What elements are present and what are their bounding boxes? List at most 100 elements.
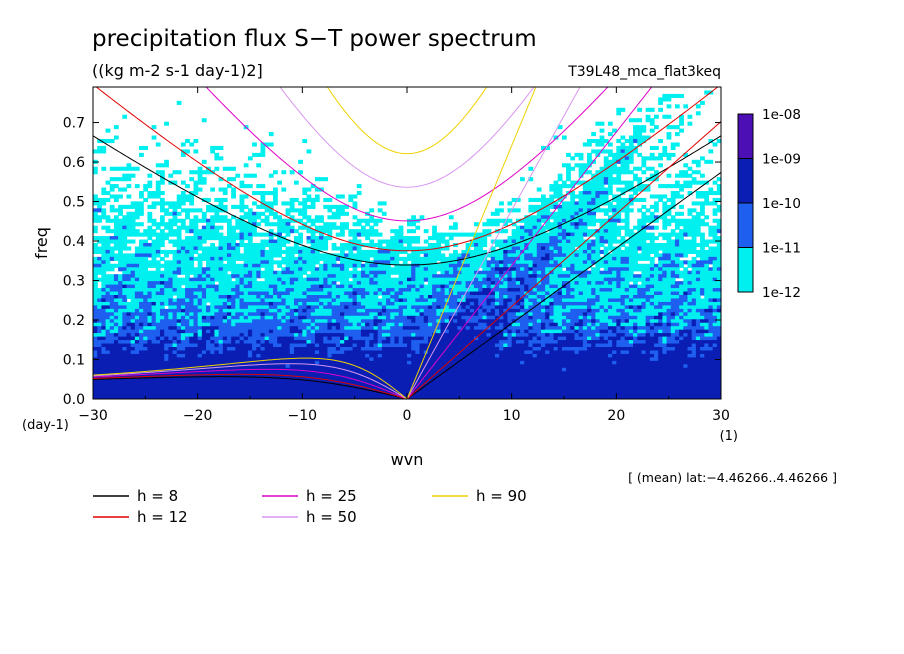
spectrum-cell [201,312,207,317]
spectrum-cell [670,305,676,310]
spectrum-cell [666,104,672,109]
spectrum-cell [587,229,592,234]
spectrum-cell [666,152,672,157]
spectrum-cell [402,249,408,254]
spectrum-cell [469,319,475,324]
spectrum-cell [151,256,157,261]
spectrum-cell [645,298,651,303]
spectrum-cell [331,308,337,313]
spectrum-cell [159,236,165,241]
spectrum-cell [687,191,693,196]
spectrum-cell [691,159,697,164]
spectrum-cell [369,253,375,258]
spectrum-cell [700,208,705,213]
spectrum-cell [352,246,358,251]
spectrum-cell [398,239,404,244]
spectrum-cell [465,253,471,258]
spectrum-cell [360,263,366,268]
spectrum-cell [122,281,128,286]
spectrum-cell [691,319,697,324]
spectrum-cell [591,319,596,324]
spectrum-cell [281,277,287,282]
spectrum-cell [654,218,659,223]
spectrum-cell [528,270,534,275]
spectrum-cell [210,322,216,327]
spectrum-cell [704,308,710,313]
spectrum-cell [335,211,341,216]
spectrum-cell [603,315,609,320]
spectrum-cell [612,166,617,171]
spectrum-cell [356,298,362,303]
spectrum-cell [109,166,115,171]
spectrum-cell [578,263,584,268]
spectrum-cell [97,204,102,209]
spectrum-cell [319,281,324,286]
spectrum-cell [540,225,546,230]
spectrum-cell [465,267,471,272]
spectrum-cell [130,173,136,178]
spectrum-cell [649,284,655,289]
spectrum-cell [134,295,140,300]
spectrum-cell [574,256,580,261]
spectrum-cell [440,301,446,306]
spectrum-cell [582,201,588,206]
spectrum-cell [155,295,161,300]
spectrum-cell [407,295,412,300]
spectrum-cell [628,156,634,161]
spectrum-cell [469,291,475,296]
spectrum-cell [603,225,609,230]
spectrum-cell [612,260,617,265]
spectrum-cell [473,312,479,317]
spectrum-cell [587,291,592,296]
spectrum-cell [574,267,580,272]
spectrum-cell [97,246,102,251]
spectrum-cell [436,253,442,258]
spectrum-cell [494,301,500,306]
spectrum-cell [327,319,333,324]
spectrum-cell [147,246,153,251]
spectrum-cell [411,236,416,241]
spectrum-cell [327,263,333,268]
spectrum-cell [130,298,136,303]
spectrum-cell [189,208,195,213]
spectrum-cell [419,301,425,306]
spectrum-cell [273,191,278,196]
spectrum-cell [695,104,701,109]
spectrum-cell [649,298,655,303]
spectrum-cell [180,152,186,157]
spectrum-cell [624,288,630,293]
spectrum-cell [536,281,542,286]
spectrum-cell [658,156,663,161]
spectrum-cell [130,166,136,171]
spectrum-cell [578,236,584,241]
spectrum-cell [356,308,362,313]
spectrum-cell [323,295,329,300]
spectrum-cell [415,267,421,272]
spectrum-cell [662,277,668,282]
spectrum-cell [716,319,721,324]
spectrum-cell [482,263,488,268]
spectrum-cell [507,267,513,272]
spectrum-cell [683,229,689,234]
spectrum-cell [666,281,672,286]
spectrum-cell [109,229,115,234]
spectrum-cell [553,308,559,313]
spectrum-cell [314,284,320,289]
spectrum-cell [134,166,140,171]
spectrum-cell [348,301,354,306]
spectrum-cell [649,173,655,178]
spectrum-cell [637,243,643,248]
spectrum-cell [293,288,299,293]
spectrum-cell [532,312,538,317]
spectrum-cell [122,295,128,300]
spectrum-cell [704,305,710,310]
spectrum-cell [670,315,676,320]
spectrum-cell [633,236,638,241]
spectrum-cell [469,263,475,268]
spectrum-cell [172,256,178,261]
spectrum-cell [620,274,626,279]
spectrum-cell [402,305,408,310]
spectrum-cell [566,315,571,320]
spectrum-cell [373,222,379,227]
spectrum-cell [549,256,555,261]
